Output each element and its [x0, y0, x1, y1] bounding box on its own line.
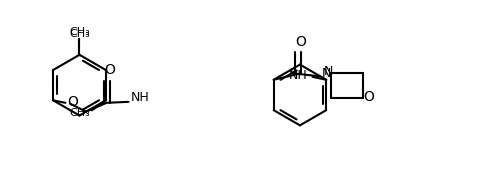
Text: CH₃: CH₃: [69, 29, 90, 39]
Text: CH₃: CH₃: [69, 27, 90, 37]
Text: NH: NH: [131, 91, 149, 104]
Text: O: O: [67, 95, 78, 109]
Text: O: O: [104, 63, 115, 77]
Text: O: O: [295, 35, 306, 49]
Text: N: N: [324, 65, 332, 78]
Text: NH: NH: [289, 69, 308, 82]
Text: CH₃: CH₃: [70, 108, 90, 118]
Text: N: N: [322, 67, 331, 80]
Text: O: O: [363, 91, 374, 104]
